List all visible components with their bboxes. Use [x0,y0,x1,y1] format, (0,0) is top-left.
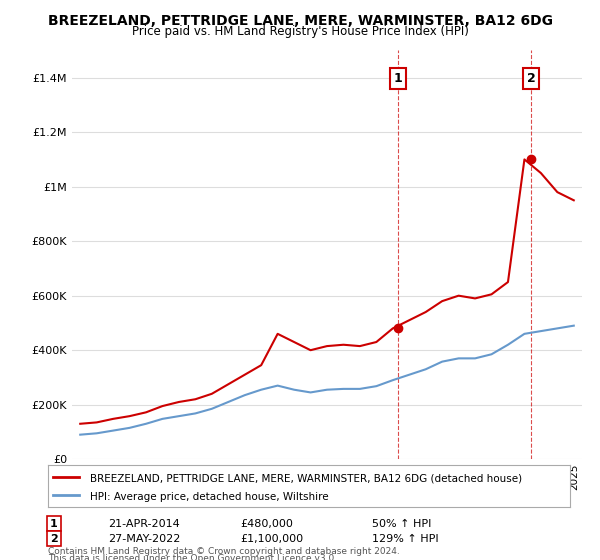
Text: Contains HM Land Registry data © Crown copyright and database right 2024.: Contains HM Land Registry data © Crown c… [48,547,400,556]
Text: Price paid vs. HM Land Registry's House Price Index (HPI): Price paid vs. HM Land Registry's House … [131,25,469,38]
Text: 1: 1 [394,72,402,85]
Text: 1: 1 [50,519,58,529]
Text: 2: 2 [50,534,58,544]
Text: BREEZELAND, PETTRIDGE LANE, MERE, WARMINSTER, BA12 6DG (detached house): BREEZELAND, PETTRIDGE LANE, MERE, WARMIN… [90,473,522,483]
Text: £1,100,000: £1,100,000 [240,534,303,544]
Text: BREEZELAND, PETTRIDGE LANE, MERE, WARMINSTER, BA12 6DG: BREEZELAND, PETTRIDGE LANE, MERE, WARMIN… [47,14,553,28]
Text: 27-MAY-2022: 27-MAY-2022 [108,534,181,544]
Text: 129% ↑ HPI: 129% ↑ HPI [372,534,439,544]
Text: 2: 2 [527,72,535,85]
Text: HPI: Average price, detached house, Wiltshire: HPI: Average price, detached house, Wilt… [90,492,328,502]
Text: This data is licensed under the Open Government Licence v3.0.: This data is licensed under the Open Gov… [48,554,337,560]
Text: 50% ↑ HPI: 50% ↑ HPI [372,519,431,529]
Text: £480,000: £480,000 [240,519,293,529]
Text: 21-APR-2014: 21-APR-2014 [108,519,180,529]
